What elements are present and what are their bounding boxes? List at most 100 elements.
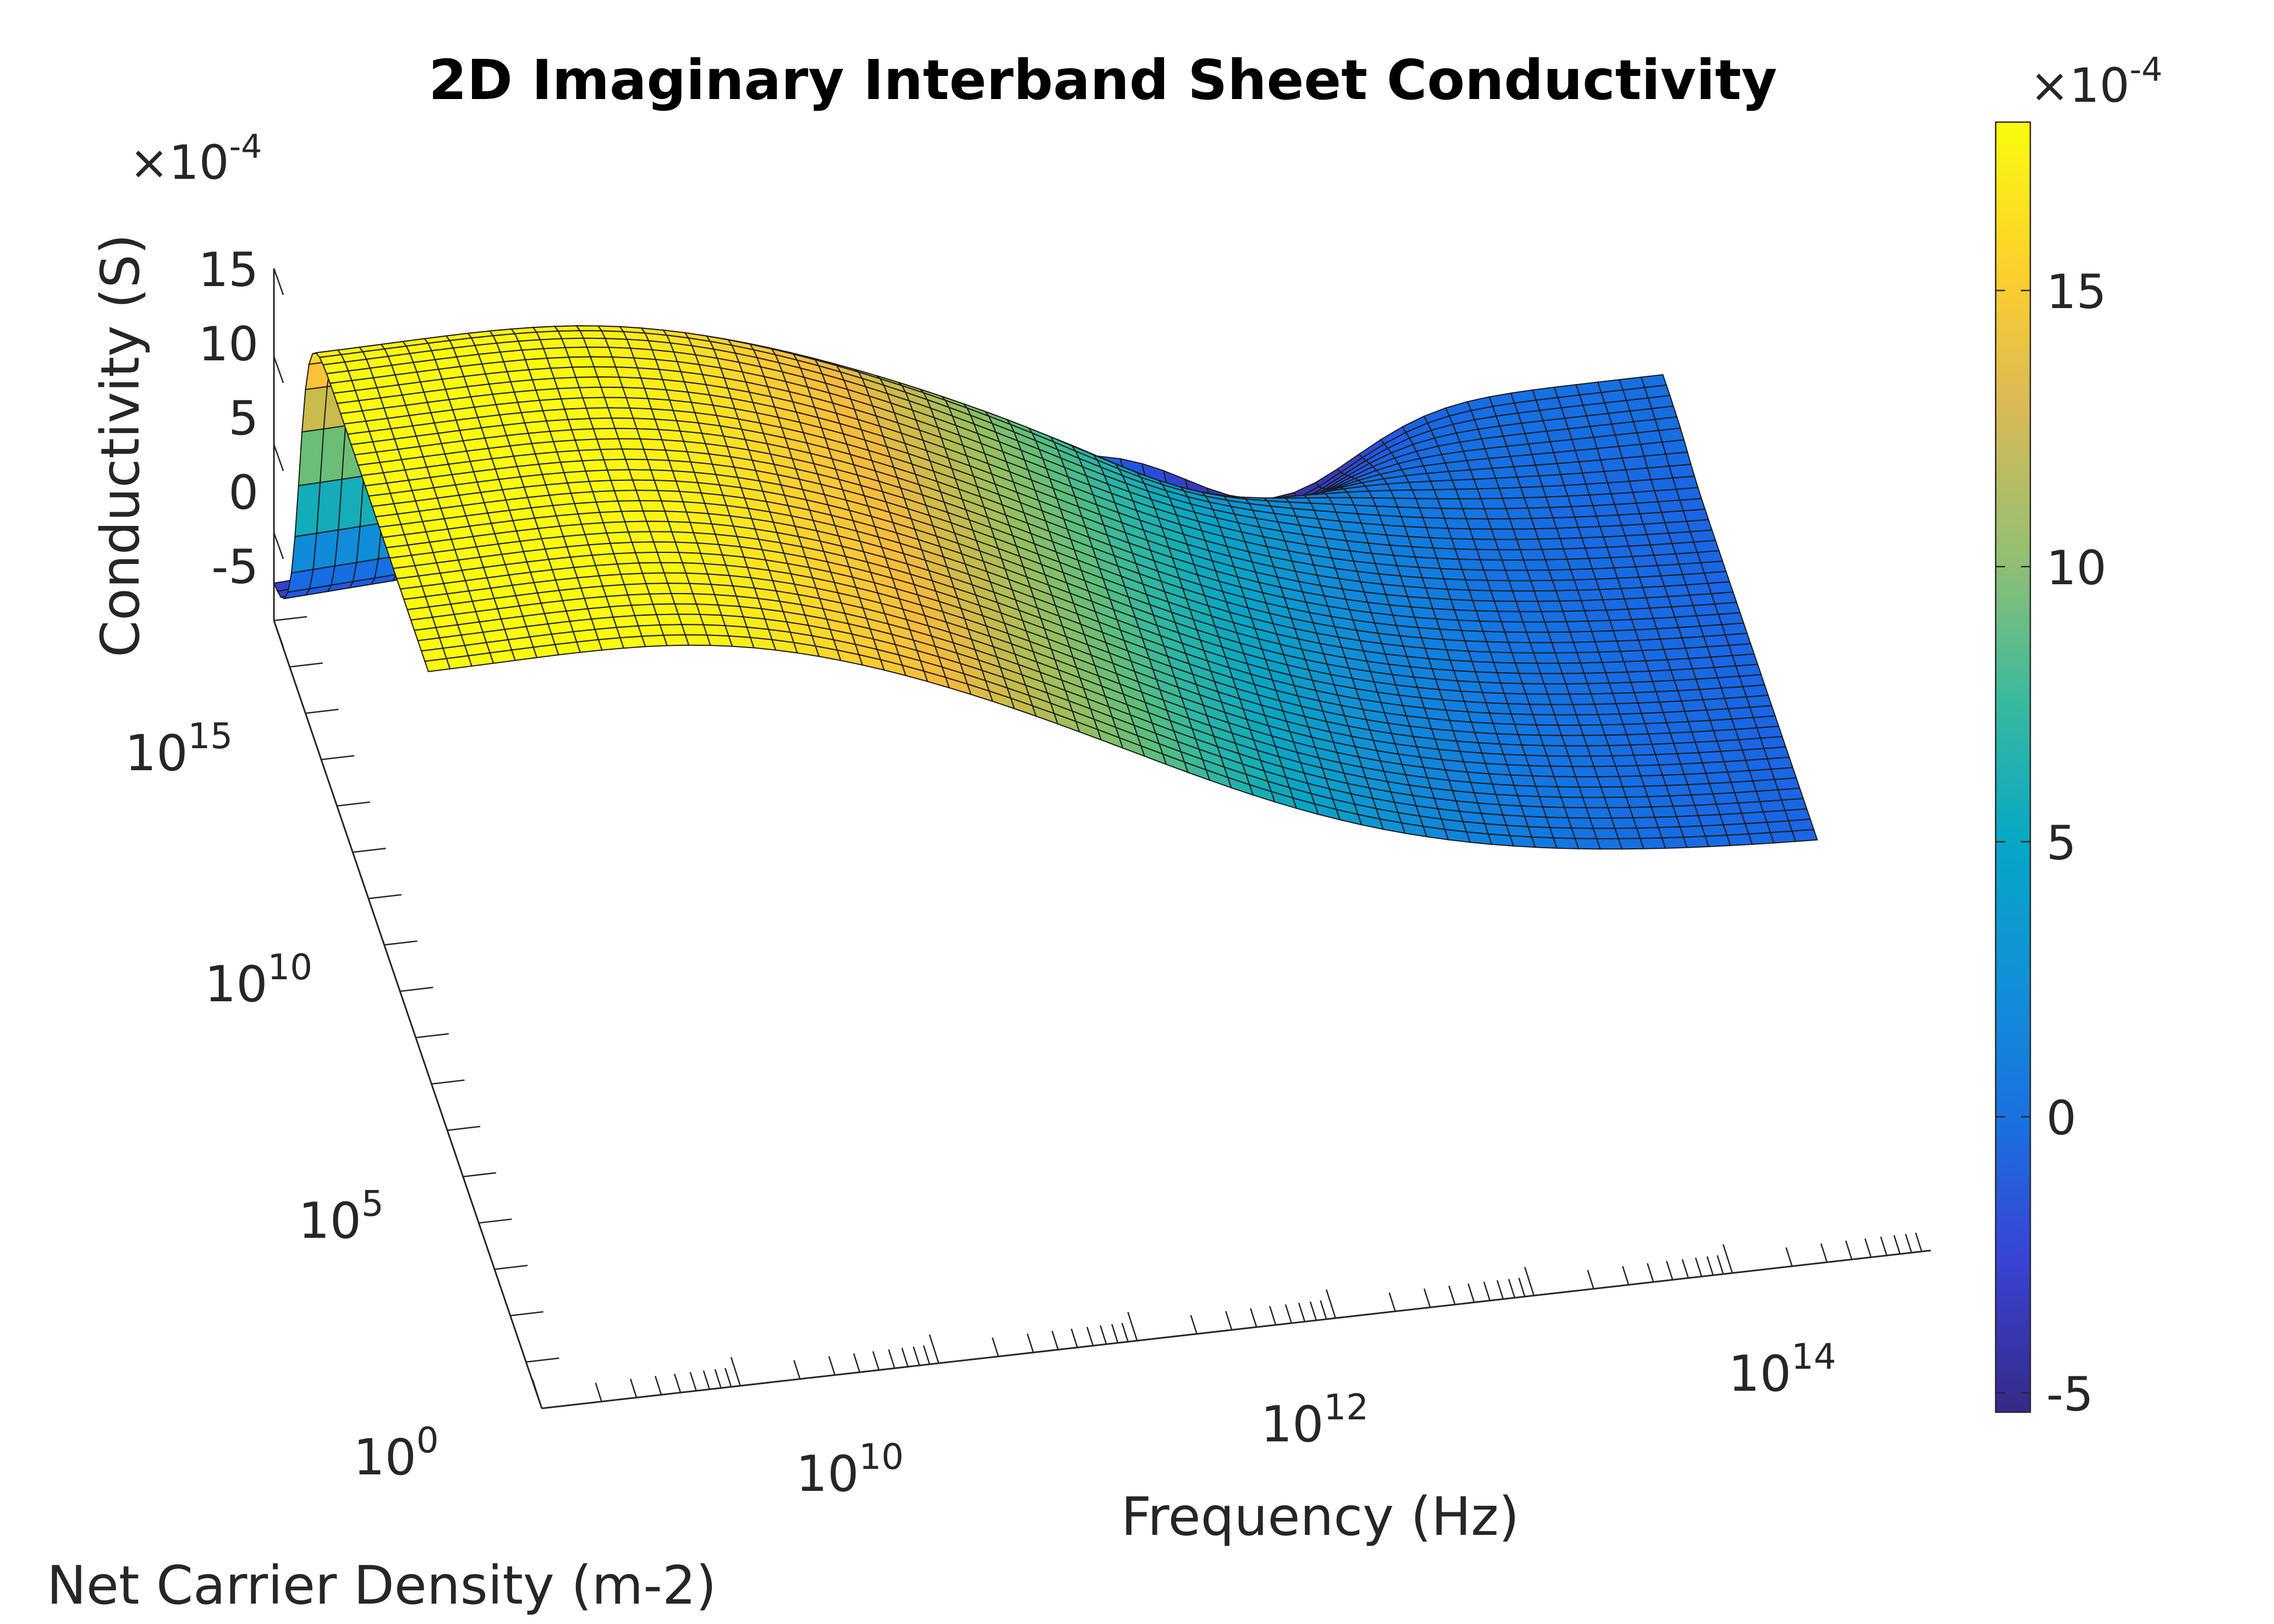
surface-patch [617,500,644,512]
y-tick [289,662,323,668]
surface-patch [510,646,538,661]
surface-patch [1734,791,1761,804]
surface-patch [1730,780,1757,793]
surface-patch [1645,659,1672,672]
x-tick [1524,1266,1535,1296]
surface-patch [1527,507,1554,519]
x-tick [1250,1308,1257,1327]
surface-patch [1634,628,1661,641]
surface-patch [1622,723,1650,736]
surface-patch [1496,672,1524,684]
surface-patch [1791,829,1819,842]
surface-patch [1461,569,1488,581]
surface-patch [1681,635,1708,649]
surface-patch [1615,702,1643,715]
x-tick [1508,1279,1515,1298]
surface-patch [1646,465,1674,480]
surface-patch [1635,565,1662,578]
surface-patch [1607,480,1634,495]
y-tick [305,709,339,714]
surface-patch [1623,597,1651,610]
surface-patch [596,376,624,388]
surface-patch [1702,698,1729,711]
surface-patch [1534,528,1561,540]
surface-patch [1465,518,1492,530]
y-tick [400,986,433,992]
surface-patch [1694,803,1721,816]
surface-patch [592,490,619,503]
x-tick [689,1371,697,1391]
surface-patch [1533,590,1561,602]
surface-patch [1538,474,1566,487]
surface-patch [1476,548,1503,561]
surface-patch [1680,762,1707,775]
surface-patch [1600,786,1627,798]
surface-patch [593,366,620,378]
colorbar [1995,121,2031,1413]
surface-patch [1530,579,1557,592]
surface-patch [338,475,365,531]
surface-patch [1592,503,1619,517]
z-tick-label: 0 [228,465,259,520]
surface-patch [1486,641,1513,654]
x-tick [1026,1334,1034,1353]
surface-patch [542,347,570,359]
surface-patch [588,480,616,492]
surface-patch [610,479,637,492]
surface-patch [1632,490,1659,504]
surface-patch [1443,518,1471,530]
surface-patch [1647,795,1674,808]
surface-patch [1440,507,1468,519]
surface-patch [1650,805,1678,818]
surface-patch [1688,720,1715,733]
surface-patch [620,510,647,523]
surface-patch [1640,775,1667,787]
surface-patch [1690,793,1717,806]
surface-patch [557,330,585,339]
surface-patch [628,469,655,481]
surface-patch [1727,770,1754,783]
surface-patch [1630,681,1657,694]
surface-patch [1558,600,1586,612]
surface-patch [1476,487,1504,500]
surface-patch [638,624,664,637]
surface-patch [564,407,591,420]
surface-patch [1628,479,1656,493]
surface-patch [1616,639,1643,652]
x-tick [1320,1300,1327,1320]
surface-patch [1528,704,1556,716]
surface-patch [1709,782,1735,795]
x-tick [913,1346,920,1366]
colorbar-tick-label: 0 [2046,1091,2077,1146]
surface-patch [1572,704,1599,716]
surface-patch [1609,619,1636,632]
surface-patch [1716,802,1743,815]
surface-patch [1684,709,1711,722]
x-tick [1695,1257,1702,1277]
surface-patch [1706,708,1733,721]
surface-patch [1648,669,1676,682]
surface-patch [1573,578,1600,591]
surface-patch [684,634,711,646]
y-tick [353,847,386,853]
surface-patch [1661,836,1688,849]
surface-patch [656,613,683,626]
surface-patch [1519,548,1546,561]
surface-patch [1512,528,1540,540]
x-tick [595,1382,602,1402]
x-tick [1423,1288,1431,1308]
surface-patch [1575,714,1602,726]
surface-patch [1418,507,1446,519]
surface-patch [1504,631,1531,644]
surface-patch [1579,662,1607,674]
surface-patch [1656,627,1683,640]
surface-patch [1515,601,1542,612]
y-tick [541,1403,575,1409]
surface-patch [1666,657,1694,671]
surface-patch [600,448,627,460]
x-tick [724,1368,732,1387]
surface-patch [1482,630,1509,643]
surface-patch [1526,569,1553,581]
surface-patch [1642,585,1669,599]
